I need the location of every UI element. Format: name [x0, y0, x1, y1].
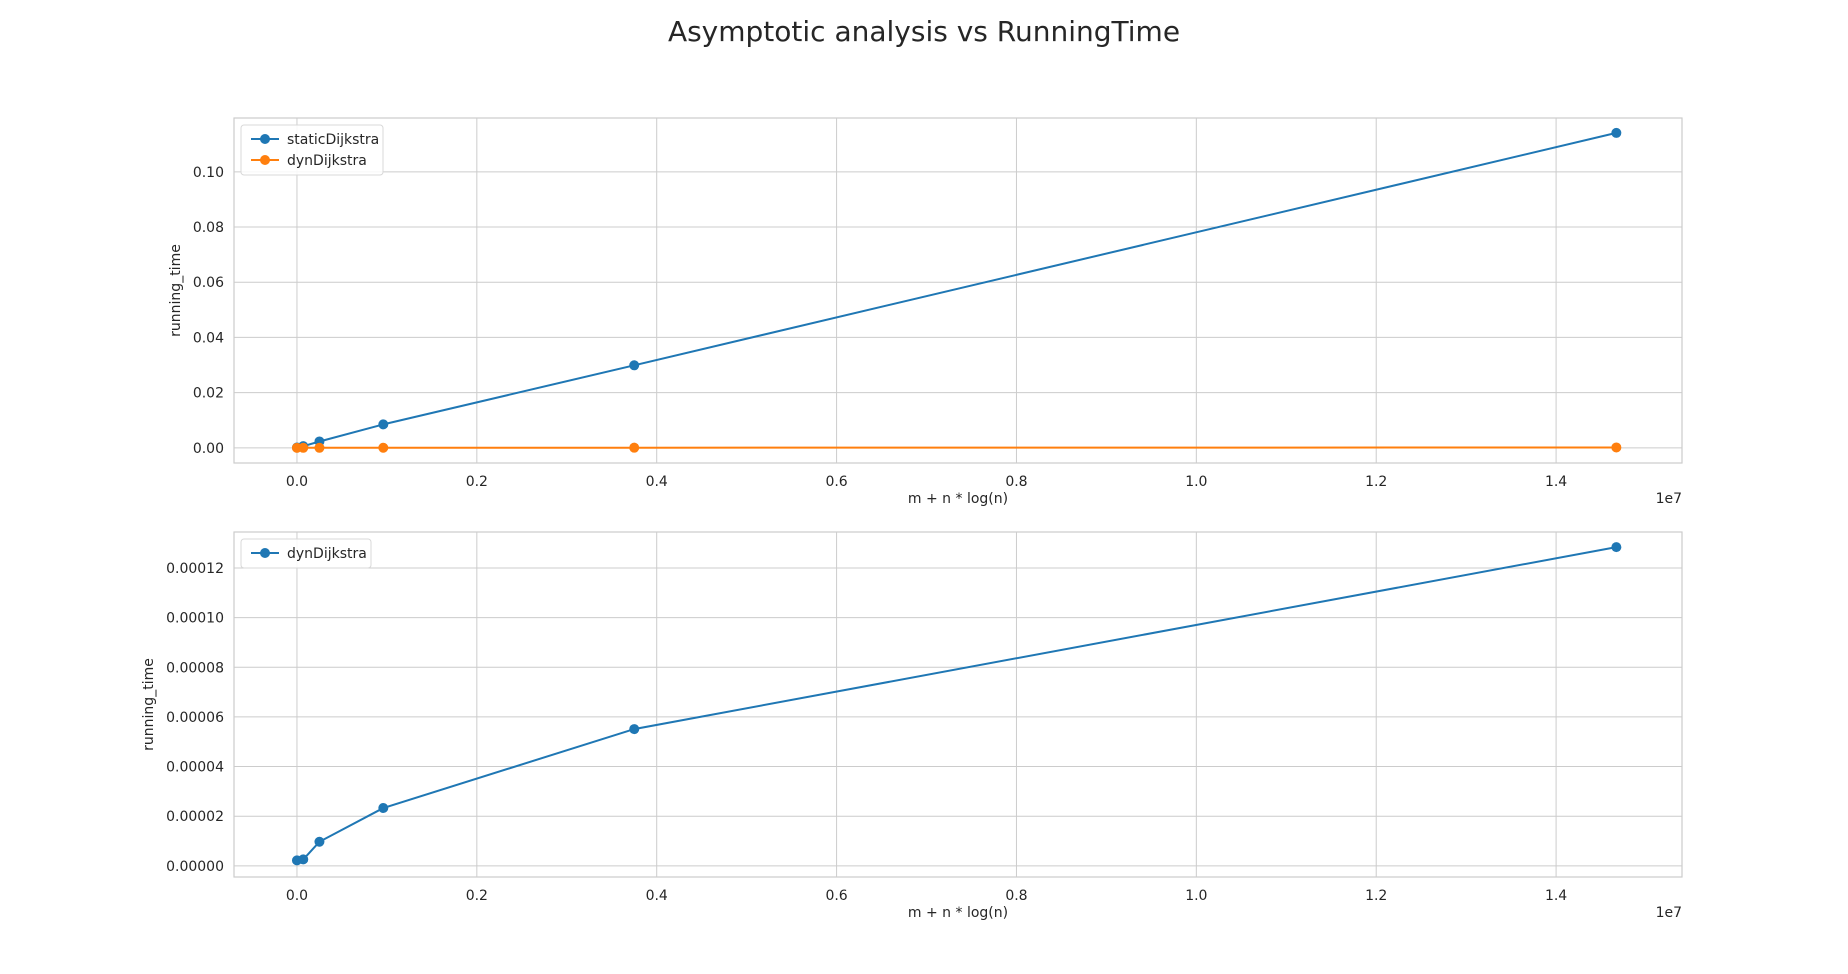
x-tick-label: 0.6: [825, 474, 847, 490]
data-point: [378, 442, 389, 453]
data-point: [378, 419, 389, 430]
x-tick-label: 1.2: [1365, 474, 1387, 490]
legend-marker: [260, 548, 270, 558]
x-tick-label: 0.2: [466, 474, 488, 490]
y-tick-label: 0.00: [193, 441, 224, 457]
legend-box: [240, 124, 384, 176]
plot-area: [234, 118, 1682, 463]
top-chart: 0.0 0.2 0.4 0.6 0.8 1.0 1.2 1.4 0.00 0.02 0.04 0.06…: [168, 117, 1683, 507]
data-point: [314, 442, 325, 453]
y-tick-label: 0.00002: [166, 809, 224, 825]
y-axis-label: running_time: [141, 658, 157, 751]
y-tick-label: 0.04: [193, 330, 224, 346]
x-offset-label: 1e7: [1656, 905, 1682, 921]
x-tick-label: 0.2: [466, 888, 488, 904]
axes-frame: [233, 117, 1683, 464]
x-tick-label: 1.2: [1365, 888, 1387, 904]
x-tick-label: 1.0: [1185, 888, 1207, 904]
y-tick-label: 0.02: [193, 386, 224, 402]
x-tick-label: 0.6: [825, 888, 847, 904]
x-tick-label: 0.8: [1005, 474, 1027, 490]
x-tick-label: 0.4: [646, 888, 668, 904]
data-point: [314, 836, 325, 847]
legend-label: staticDijkstra: [287, 132, 379, 148]
x-axis-label: m + n * log(n): [908, 905, 1008, 921]
legend-marker: [260, 134, 270, 144]
legend-box: [240, 538, 372, 569]
figure-title: Asymptotic analysis vs RunningTime: [668, 15, 1180, 48]
x-offset-label: 1e7: [1656, 491, 1682, 507]
data-point: [629, 724, 640, 735]
legend-label: dynDijkstra: [287, 153, 367, 169]
y-tick-label: 0.00006: [166, 710, 224, 726]
legend-marker: [260, 155, 270, 165]
x-tick-label: 1.4: [1545, 888, 1567, 904]
x-tick-label: 0.4: [646, 474, 668, 490]
y-tick-label: 0.06: [193, 275, 224, 291]
data-point: [629, 442, 640, 453]
axes-frame: [233, 531, 1683, 878]
y-axis-label: running_time: [168, 244, 184, 337]
x-axis-label: m + n * log(n): [908, 491, 1008, 507]
x-tick-label: 1.4: [1545, 474, 1567, 490]
data-point: [1611, 127, 1622, 138]
y-tick-label: 0.10: [193, 165, 224, 181]
legend-label: dynDijkstra: [287, 546, 367, 562]
y-tick-label: 0.00000: [166, 859, 224, 875]
bottom-chart: 0.0 0.2 0.4 0.6 0.8 1.0 1.2 1.4 0.00000 0.00002 0.…: [141, 531, 1683, 921]
y-tick-label: 0.00010: [166, 611, 224, 627]
data-point: [1611, 442, 1622, 453]
x-tick-label: 0.0: [286, 888, 308, 904]
data-point: [298, 854, 309, 865]
data-point: [298, 442, 309, 453]
data-point: [629, 360, 640, 371]
x-tick-label: 1.0: [1185, 474, 1207, 490]
x-tick-label: 0.0: [286, 474, 308, 490]
x-tick-label: 0.8: [1005, 888, 1027, 904]
data-point: [1611, 542, 1622, 553]
plot-area: [234, 532, 1682, 877]
y-tick-label: 0.00012: [166, 561, 224, 577]
y-tick-label: 0.00008: [166, 660, 224, 676]
data-point: [378, 803, 389, 813]
y-tick-label: 0.00004: [166, 760, 224, 776]
y-tick-label: 0.08: [193, 220, 224, 236]
